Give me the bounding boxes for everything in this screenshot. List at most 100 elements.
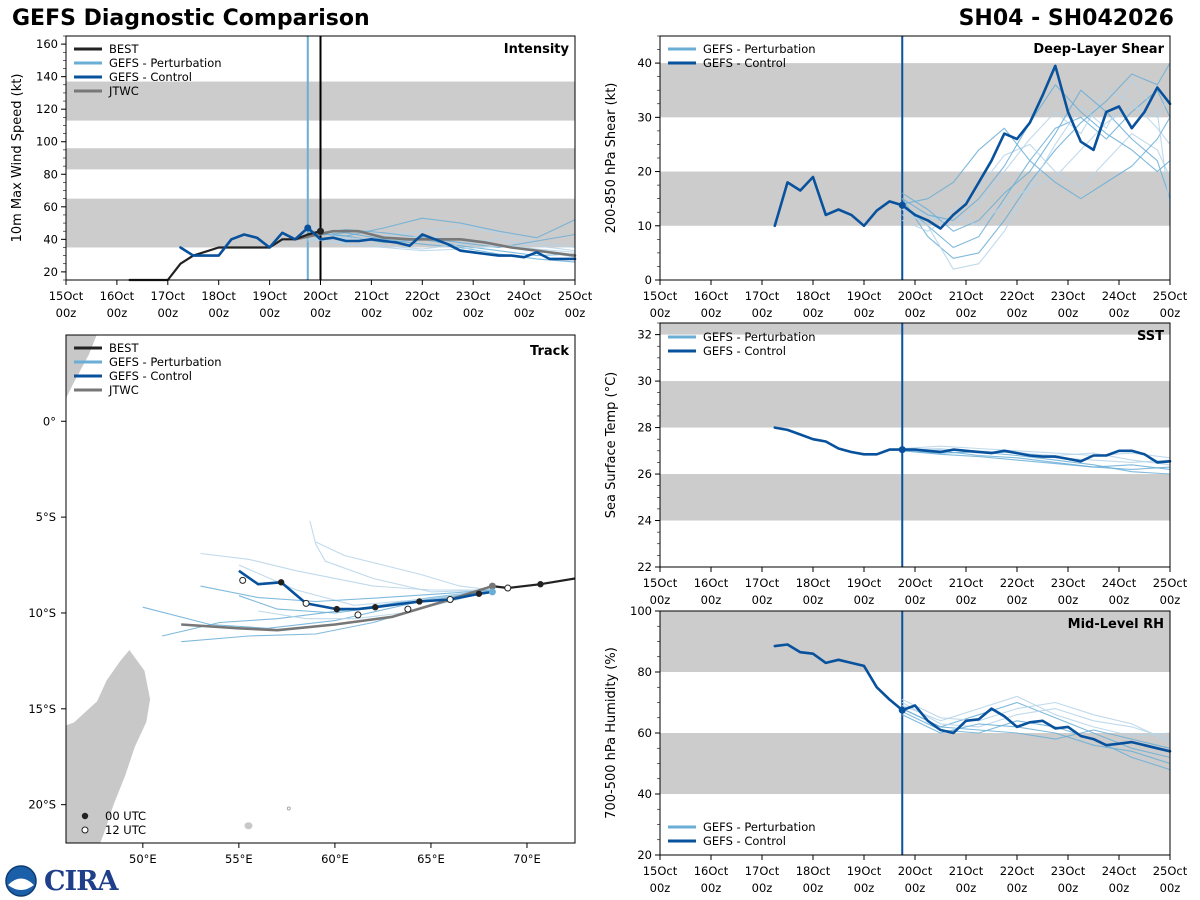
legend-label: GEFS - Perturbation [703,42,816,56]
noaa-logo-icon [5,865,37,897]
legend-label: GEFS - Control [703,344,786,358]
perturbation-line [901,116,1171,205]
x-tick-label-date: 20Oct [898,576,933,590]
perturbation-line [307,232,576,263]
best-12z-marker [504,584,512,592]
y-tick-label: 40 [637,56,652,70]
x-tick-label-hour: 00z [905,881,926,895]
x-tick-label-date: 22Oct [405,289,440,303]
legend-label: GEFS - Perturbation [109,355,222,369]
legend-label: GEFS - Control [703,834,786,848]
x-tick-label-date: 18Oct [796,576,831,590]
jtwc-current-marker [488,582,496,590]
x-tick-label-date: 15Oct [643,864,678,878]
y-tick-label: 20 [637,848,652,862]
x-tick-label-hour: 00z [650,881,671,895]
perturbation-line [307,217,576,239]
reunion-island [244,822,253,830]
perturbation-line [901,445,1171,459]
best-track-line [128,230,322,282]
perturbation-line [901,89,1171,232]
x-tick-label-hour: 00z [752,306,773,320]
perturbation-line [901,450,1171,470]
x-tick-label-date: 15Oct [49,289,84,303]
y-tick-label: 140 [36,70,58,84]
control-line [773,64,1172,230]
perturbation-line [901,698,1171,743]
x-tick-label-date: 24Oct [1102,864,1137,878]
init-marker [898,446,906,454]
y-tick-label: 30 [637,110,652,124]
x-tick-label-hour: 00z [56,306,77,320]
y-tick-label: 22 [637,560,652,574]
y-tick-label: 10 [637,219,652,233]
x-tick-label-date: 25Oct [1153,289,1188,303]
x-tick-label-hour: 00z [854,881,875,895]
x-tick-label-hour: 00z [1058,306,1079,320]
legend-00z-marker [81,812,89,820]
x-tick-label-date: 19Oct [847,576,882,590]
lon-tick-label: 55°E [225,852,253,866]
x-tick-label-hour: 00z [752,593,773,607]
legend-label: GEFS - Perturbation [109,56,222,70]
init-marker [898,706,906,714]
legend-label: BEST [109,42,139,56]
perturbation-line [307,235,576,253]
x-tick-label-date: 22Oct [1000,864,1035,878]
shaded-band [660,611,1170,672]
cira-logo: CIRA [4,864,119,898]
y-tick-label: 120 [36,102,58,116]
x-tick-label-date: 24Oct [1102,576,1137,590]
x-tick-label-hour: 00z [1160,593,1181,607]
lat-tick-label: 0° [43,414,56,428]
x-tick-label-hour: 00z [650,593,671,607]
x-tick-label-hour: 00z [259,306,280,320]
y-tick-label: 20 [637,165,652,179]
x-tick-label-hour: 00z [361,306,382,320]
lat-tick-label: 15°S [28,702,56,716]
control-00z-marker [416,598,423,605]
legend-12z-marker [81,826,89,834]
x-tick-label-date: 22Oct [1000,289,1035,303]
y-tick-label: 32 [637,328,652,342]
x-tick-label-date: 16Oct [694,576,729,590]
x-tick-label-date: 25Oct [1153,864,1188,878]
x-tick-label-hour: 00z [752,881,773,895]
x-tick-label-hour: 00z [854,306,875,320]
best-track [492,577,575,590]
x-tick-label-hour: 00z [701,881,722,895]
panel-title: Track [530,344,569,359]
control-track [238,569,493,611]
x-tick-label-hour: 00z [650,306,671,320]
x-tick-label-date: 20Oct [898,289,933,303]
lon-tick-label: 50°E [129,852,157,866]
x-tick-label-date: 22Oct [1000,576,1035,590]
control-12z-marker [239,576,247,584]
best-current-marker [317,227,324,235]
storm-id: SH04 - SH042026 [958,6,1174,31]
perturbation-line [901,133,1171,221]
x-tick-label-hour: 00z [854,593,875,607]
legend-label: GEFS - Perturbation [703,820,816,834]
mauritius-island [286,806,291,811]
y-tick-label: 80 [637,665,652,679]
legend-label: GEFS - Control [109,70,192,84]
y-tick-label: 24 [637,514,652,528]
x-tick-label-date: 24Oct [507,289,542,303]
perturbation-line [901,450,1171,475]
perturbation-track [258,589,493,620]
x-tick-label-hour: 00z [701,593,722,607]
init-marker [304,224,312,232]
panel-title: SST [1137,329,1164,344]
x-tick-label-date: 25Oct [1153,576,1188,590]
y-tick-label: 28 [637,421,652,435]
perturbation-track [309,520,493,593]
x-tick-label-date: 23Oct [1051,576,1086,590]
lon-tick-label: 70°E [513,852,541,866]
x-tick-label-hour: 00z [1058,881,1079,895]
x-tick-label-date: 19Oct [252,289,287,303]
x-tick-label-hour: 00z [803,881,824,895]
x-tick-label-hour: 00z [905,593,926,607]
map-background [66,335,575,843]
